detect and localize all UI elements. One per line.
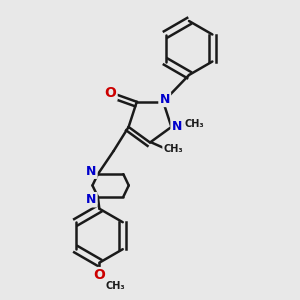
Text: N: N [172,120,182,133]
Text: CH₃: CH₃ [163,143,183,154]
Text: CH₃: CH₃ [105,281,125,291]
Text: N: N [160,93,170,106]
Text: N: N [86,193,96,206]
Text: CH₃: CH₃ [184,119,204,129]
Text: O: O [93,268,105,282]
Text: N: N [86,165,96,178]
Text: O: O [104,86,116,100]
